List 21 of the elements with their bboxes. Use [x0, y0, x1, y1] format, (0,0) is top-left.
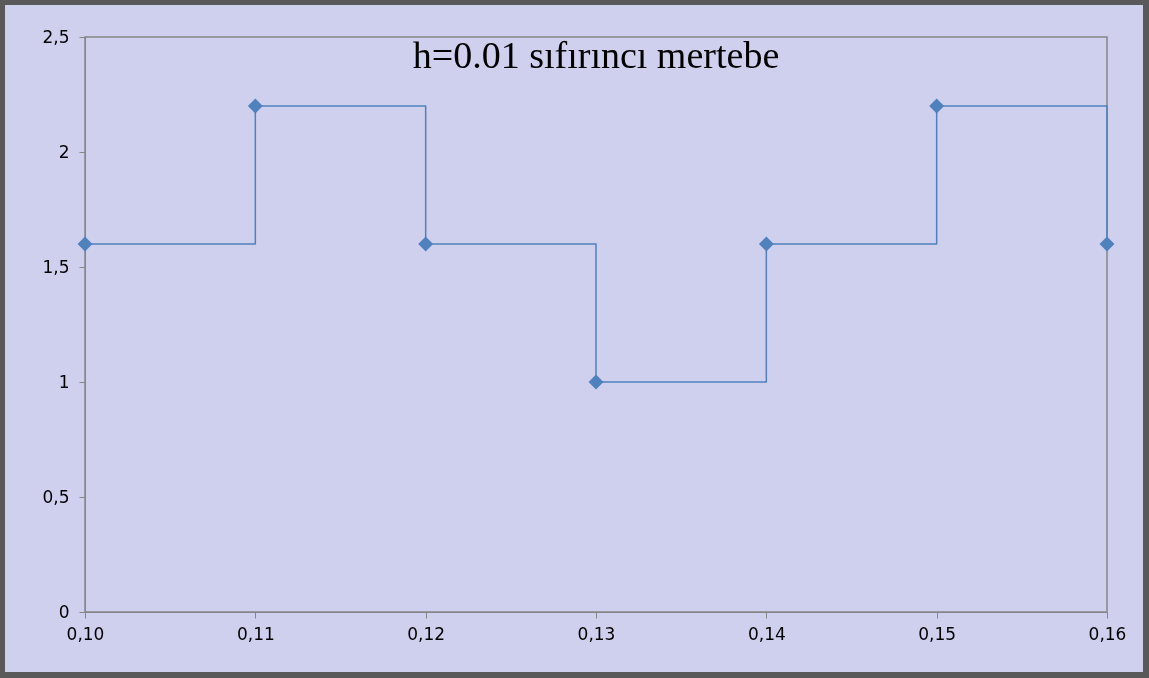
- y-tick-label: 0: [58, 601, 70, 622]
- chart-title: h=0.01 sıfırıncı mertebe: [412, 34, 780, 76]
- x-tick-label: 0,14: [747, 623, 786, 644]
- point: [77, 236, 93, 252]
- point: [588, 374, 604, 390]
- x-tick-label: 0,16: [1088, 623, 1127, 644]
- y-tick-label: 0,5: [42, 486, 70, 507]
- point: [247, 98, 263, 114]
- y-tick-label: 2,5: [42, 26, 70, 47]
- y-tick-label: 1: [58, 371, 70, 392]
- point: [1099, 236, 1115, 252]
- point: [418, 236, 434, 252]
- y-tick-label: 1,5: [42, 256, 70, 277]
- x-tick-label: 0,15: [918, 623, 957, 644]
- y-tick-label: 2: [58, 141, 70, 162]
- x-tick-label: 0,12: [407, 623, 446, 644]
- point: [929, 98, 945, 114]
- x-tick-label: 0,11: [236, 623, 275, 644]
- x-tick-label: 0,10: [66, 623, 105, 644]
- point: [758, 236, 774, 252]
- x-tick-label: 0,13: [577, 623, 616, 644]
